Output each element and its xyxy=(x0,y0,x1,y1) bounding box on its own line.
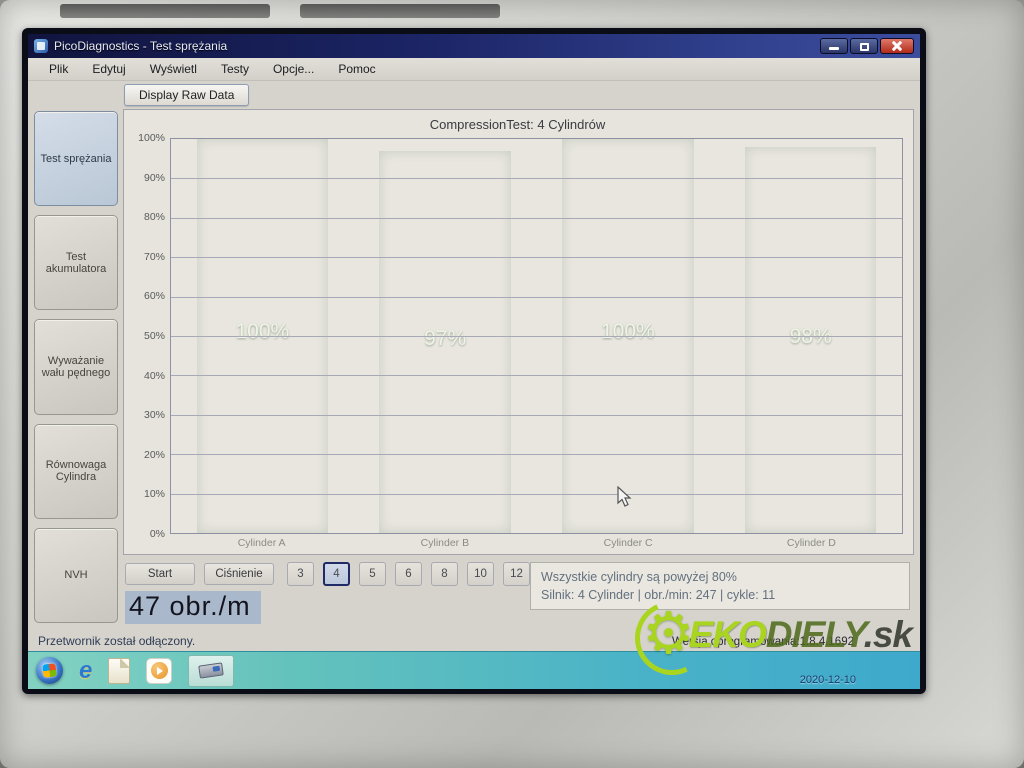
picodiagnostics-taskbar-button[interactable] xyxy=(188,654,235,687)
cylinder-count-button-6[interactable]: 6 xyxy=(395,562,422,586)
sidebar-item-r-wnowaga-cylindra[interactable]: Równowaga Cylindra xyxy=(34,423,118,519)
result-summary-line: Wszystkie cylindry są powyżej 80% xyxy=(541,570,737,584)
x-axis-label: Cylinder D xyxy=(786,537,836,549)
compression-bar-cylinder-d: 98% xyxy=(745,147,877,533)
status-text: Przetwornik został odłączony. xyxy=(38,634,196,648)
minimize-icon xyxy=(829,47,839,50)
software-version-text: Wersja oprogramowania:1.8.4.1692 xyxy=(672,636,854,648)
y-axis: 100% 90% 80% 70% 60% 50% 40% 30% 20% 10% 0% xyxy=(132,132,170,540)
start-button[interactable]: Start xyxy=(125,563,195,585)
menu-item-plik[interactable]: Plik xyxy=(49,62,69,76)
cylinder-count-buttons: 3 4 5 6 8 10 12 xyxy=(287,562,530,586)
menu-item-edytuj[interactable]: Edytuj xyxy=(92,62,126,76)
gridline xyxy=(171,454,902,456)
taskbar-date: 2020-12-10 xyxy=(799,674,856,686)
cylinder-count-button-10[interactable]: 10 xyxy=(467,562,494,586)
control-buttons-row: Start Ciśnienie 3 4 5 6 8 10 12 xyxy=(125,562,530,586)
status-bar: Przetwornik został odłączony. xyxy=(28,631,920,651)
x-axis-labels: Cylinder A Cylinder B Cylinder C Cylinder D xyxy=(170,534,903,552)
y-tick-label: 100% xyxy=(138,132,165,144)
y-tick-label: 30% xyxy=(143,409,165,422)
documents-folder-icon[interactable] xyxy=(108,657,131,684)
engine-info-line: Silnik: 4 Cylinder | obr./min: 247 | cyk… xyxy=(541,588,776,603)
y-tick-label: 0% xyxy=(149,528,165,540)
play-icon xyxy=(157,666,164,675)
close-button[interactable] xyxy=(880,38,914,54)
windows-desktop: PicoDiagnostics - Test sprężania Plik Edy… xyxy=(28,34,920,689)
x-axis-label: Cylinder A xyxy=(237,537,286,549)
cylinder-count-button-4[interactable]: 4 xyxy=(323,562,350,586)
menu-item-testy[interactable]: Testy xyxy=(220,62,249,76)
menu-bar: Plik Edytuj Wyświetl Testy Opcje... Pomoc xyxy=(28,58,920,81)
bar-value-label: 100% xyxy=(235,320,290,344)
y-tick-label: 90% xyxy=(143,171,165,184)
minimize-button[interactable] xyxy=(820,38,848,54)
bar-value-label: 97% xyxy=(424,326,467,350)
sidebar-item-test-akumulatora[interactable]: Test akumulatora xyxy=(34,215,118,311)
window-title: PicoDiagnostics - Test sprężania xyxy=(54,39,228,53)
bar-column: 97% xyxy=(354,139,537,533)
compression-bar-cylinder-a: 100% xyxy=(197,139,329,533)
media-player-icon[interactable] xyxy=(146,657,173,684)
controls-area: Start Ciśnienie 3 4 5 6 8 10 12 47 obr./m Wszy… xyxy=(123,555,914,629)
y-tick-label: 70% xyxy=(143,250,165,263)
menu-item-wywietl[interactable]: Wyświetl xyxy=(149,62,197,76)
y-tick-label: 50% xyxy=(143,330,165,342)
bar-column: 100% xyxy=(171,139,354,533)
picodiagnostics-window: PicoDiagnostics - Test sprężania Plik Edy… xyxy=(28,34,920,651)
gridline xyxy=(171,178,902,180)
scope-device-icon xyxy=(198,662,225,679)
maximize-button[interactable] xyxy=(850,38,878,54)
sidebar-item-wywa-anie-wa-u-p-dnego[interactable]: Wyważanie wału pędnego xyxy=(34,319,118,415)
x-axis-label: Cylinder B xyxy=(420,537,470,549)
device-screen: PicoDiagnostics - Test sprężania Plik Edy… xyxy=(22,28,926,694)
bar-value-label: 100% xyxy=(601,320,655,344)
gridline xyxy=(171,375,902,377)
mouse-cursor-icon xyxy=(617,485,632,507)
gridline xyxy=(171,336,902,337)
menu-item-pomoc[interactable]: Pomoc xyxy=(338,62,376,76)
gridline xyxy=(171,493,902,495)
cylinder-count-button-3[interactable]: 3 xyxy=(287,562,314,586)
internet-explorer-icon[interactable]: e xyxy=(79,656,93,684)
gridline xyxy=(171,414,902,416)
cylinder-count-button-12[interactable]: 12 xyxy=(503,562,530,586)
test-sidebar: Test sprężania Test akumulatora Wyważanie … xyxy=(34,109,118,629)
chart-panel: CompressionTest: 4 Cylindrów 100% 90% 80% 7… xyxy=(123,109,914,555)
x-axis-label: Cylinder C xyxy=(603,537,653,549)
bezel-vent-slot xyxy=(300,4,500,18)
gridline xyxy=(171,217,902,219)
sidebar-item-nvh[interactable]: NVH xyxy=(34,527,118,624)
toolbar: Display Raw Data xyxy=(28,81,920,109)
cylinder-count-button-8[interactable]: 8 xyxy=(431,562,458,586)
chart-title: CompressionTest: 4 Cylindrów xyxy=(429,117,606,132)
gridline xyxy=(171,296,902,298)
menu-item-opcje[interactable]: Opcje... xyxy=(272,62,315,76)
bezel-vent-slot xyxy=(60,4,270,18)
gridline xyxy=(171,257,902,259)
app-icon xyxy=(34,39,48,53)
bar-column: 100% xyxy=(537,139,720,533)
maximize-icon xyxy=(860,43,869,51)
y-tick-label: 40% xyxy=(143,369,165,382)
y-tick-label: 80% xyxy=(143,211,165,224)
y-tick-label: 10% xyxy=(143,488,165,501)
window-titlebar[interactable]: PicoDiagnostics - Test sprężania xyxy=(28,34,920,58)
y-tick-label: 60% xyxy=(143,290,165,303)
compression-bar-cylinder-c: 100% xyxy=(562,139,694,533)
pressure-button[interactable]: Ciśnienie xyxy=(204,563,274,585)
display-raw-data-button[interactable]: Display Raw Data xyxy=(124,84,250,106)
plot-area: 100% 97% 100% 98% xyxy=(170,138,903,534)
windows-taskbar: e 2020-12-10 xyxy=(28,651,920,689)
cylinder-count-button-5[interactable]: 5 xyxy=(359,562,386,586)
start-orb-icon[interactable] xyxy=(36,657,63,684)
y-tick-label: 20% xyxy=(143,448,165,461)
compression-bar-cylinder-b: 97% xyxy=(379,151,511,533)
result-info-box: Wszystkie cylindry są powyżej 80% Silnik… xyxy=(530,562,910,611)
sidebar-item-test-spr-ania[interactable]: Test sprężania xyxy=(34,111,118,207)
rpm-readout: 47 obr./m xyxy=(125,591,261,624)
